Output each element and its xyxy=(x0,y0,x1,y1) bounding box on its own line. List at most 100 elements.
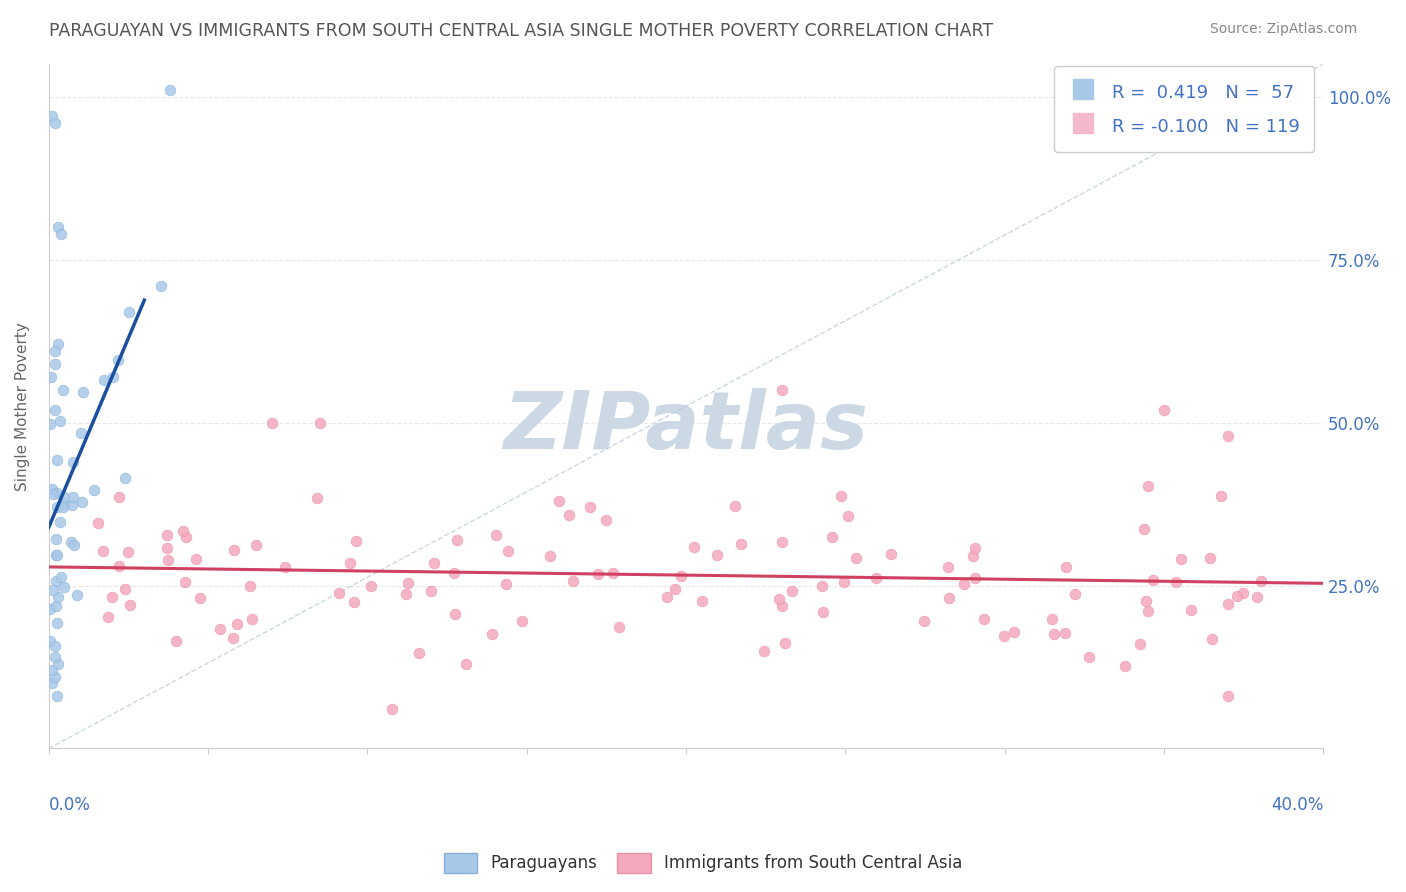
Point xyxy=(108,491,131,505)
Point xyxy=(446,533,468,548)
Point xyxy=(52,500,75,514)
Point xyxy=(953,577,976,591)
Point xyxy=(770,535,793,549)
Point xyxy=(1180,603,1202,617)
Point xyxy=(664,582,686,597)
Point xyxy=(44,116,66,130)
Point xyxy=(1136,478,1159,492)
Point xyxy=(45,549,67,563)
Text: Source: ZipAtlas.com: Source: ZipAtlas.com xyxy=(1209,22,1357,37)
Point xyxy=(724,499,747,513)
Point xyxy=(46,337,69,351)
Point xyxy=(706,549,728,563)
Point xyxy=(66,588,89,602)
Point xyxy=(41,676,63,690)
Point xyxy=(444,607,467,621)
Point xyxy=(51,227,73,241)
Point xyxy=(690,593,713,607)
Point xyxy=(159,83,181,97)
Point xyxy=(1198,550,1220,565)
Point xyxy=(186,552,208,566)
Point xyxy=(307,491,329,505)
Point xyxy=(70,495,93,509)
Point xyxy=(45,690,67,704)
Point xyxy=(39,602,62,616)
Point xyxy=(44,650,66,665)
Point xyxy=(273,560,295,574)
Text: ZIPatlas: ZIPatlas xyxy=(503,388,869,466)
Point xyxy=(1166,575,1188,590)
Point xyxy=(408,646,430,660)
Point xyxy=(188,591,211,605)
Point xyxy=(45,599,67,613)
Point xyxy=(965,541,987,555)
Point xyxy=(813,605,835,619)
Point xyxy=(443,566,465,581)
Point xyxy=(495,577,517,591)
Point xyxy=(343,595,366,609)
Point xyxy=(1218,597,1240,611)
Point xyxy=(87,516,110,531)
Point xyxy=(117,305,139,319)
Point xyxy=(208,622,231,636)
Point xyxy=(602,566,624,581)
Point xyxy=(485,527,508,541)
Point xyxy=(1135,594,1157,608)
Point xyxy=(53,490,76,504)
Point xyxy=(481,627,503,641)
Point xyxy=(770,599,793,613)
Point xyxy=(752,644,775,658)
Point xyxy=(837,508,859,523)
Point xyxy=(62,455,84,469)
Point xyxy=(683,540,706,554)
Point xyxy=(114,471,136,485)
Point xyxy=(42,582,65,597)
Point xyxy=(120,598,142,612)
Point xyxy=(46,591,69,605)
Point xyxy=(107,352,129,367)
Point xyxy=(52,580,75,594)
Point xyxy=(38,634,60,648)
Point xyxy=(973,612,995,626)
Point xyxy=(1153,402,1175,417)
Point xyxy=(49,515,72,529)
Point xyxy=(46,500,69,514)
Point xyxy=(46,220,69,235)
Point xyxy=(780,584,803,599)
Point xyxy=(671,569,693,583)
Point xyxy=(360,579,382,593)
Legend: R =  0.419   N =  57, R = -0.100   N = 119: R = 0.419 N = 57, R = -0.100 N = 119 xyxy=(1054,66,1315,153)
Point xyxy=(44,670,66,684)
Point xyxy=(45,574,67,589)
Text: 0.0%: 0.0% xyxy=(49,797,90,814)
Point xyxy=(607,620,630,634)
Point xyxy=(1129,637,1152,651)
Point xyxy=(730,537,752,551)
Point xyxy=(46,548,69,562)
Point xyxy=(880,547,903,561)
Point xyxy=(46,486,69,500)
Point xyxy=(60,498,83,512)
Point xyxy=(419,583,441,598)
Point xyxy=(156,528,179,542)
Point xyxy=(832,574,855,589)
Point xyxy=(344,533,367,548)
Point xyxy=(821,530,844,544)
Point xyxy=(768,591,790,606)
Point xyxy=(547,493,569,508)
Point xyxy=(423,556,446,570)
Point xyxy=(595,513,617,527)
Point xyxy=(117,545,139,559)
Point xyxy=(239,579,262,593)
Point xyxy=(93,543,115,558)
Point xyxy=(97,610,120,624)
Point xyxy=(45,532,67,546)
Point xyxy=(770,383,793,397)
Point xyxy=(52,497,75,511)
Point xyxy=(172,524,194,539)
Point xyxy=(155,541,177,555)
Point xyxy=(912,614,935,628)
Point xyxy=(224,543,246,558)
Point xyxy=(830,489,852,503)
Point xyxy=(1209,489,1232,503)
